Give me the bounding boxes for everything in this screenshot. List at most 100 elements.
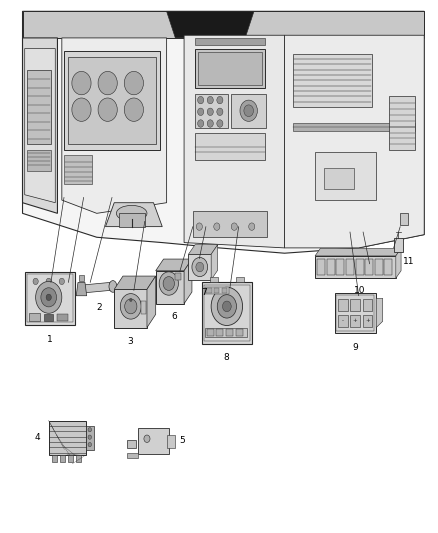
Bar xyxy=(25,272,75,325)
Circle shape xyxy=(130,298,132,302)
Bar xyxy=(60,455,65,462)
Bar xyxy=(198,52,262,85)
Text: -: - xyxy=(342,318,344,323)
Circle shape xyxy=(244,105,254,117)
Bar xyxy=(205,287,229,294)
Polygon shape xyxy=(25,49,55,203)
Circle shape xyxy=(120,294,141,319)
Bar xyxy=(216,329,223,336)
Bar xyxy=(138,428,169,454)
Bar xyxy=(205,328,247,337)
Bar xyxy=(64,155,92,184)
Circle shape xyxy=(144,435,150,442)
Circle shape xyxy=(196,262,204,272)
Text: 1: 1 xyxy=(47,335,53,344)
Circle shape xyxy=(46,294,51,301)
Circle shape xyxy=(198,96,204,104)
Circle shape xyxy=(159,272,178,295)
Text: 10: 10 xyxy=(354,286,366,295)
Bar xyxy=(68,455,73,462)
Circle shape xyxy=(33,278,38,285)
Bar xyxy=(350,299,360,311)
Bar xyxy=(127,453,138,458)
Circle shape xyxy=(217,295,237,318)
Bar xyxy=(68,56,155,144)
Circle shape xyxy=(223,301,231,312)
Bar xyxy=(327,259,335,275)
Text: +: + xyxy=(353,318,357,323)
Circle shape xyxy=(192,257,208,277)
Bar xyxy=(114,289,147,328)
Circle shape xyxy=(41,288,57,307)
Circle shape xyxy=(72,71,91,95)
Bar xyxy=(195,49,265,88)
Polygon shape xyxy=(106,203,162,227)
Bar xyxy=(195,94,228,128)
Bar xyxy=(400,213,408,225)
Circle shape xyxy=(88,427,92,432)
Circle shape xyxy=(196,223,202,230)
Bar xyxy=(365,259,373,275)
Text: 11: 11 xyxy=(403,257,414,266)
Polygon shape xyxy=(62,38,166,213)
Polygon shape xyxy=(155,259,192,271)
Bar xyxy=(141,301,146,314)
Circle shape xyxy=(72,98,91,122)
Bar xyxy=(27,70,51,144)
Polygon shape xyxy=(127,440,136,448)
Circle shape xyxy=(207,96,213,104)
Bar xyxy=(195,133,265,160)
Bar xyxy=(375,259,383,275)
Bar xyxy=(231,94,266,128)
Circle shape xyxy=(98,98,117,122)
Bar xyxy=(363,315,372,327)
Polygon shape xyxy=(211,245,218,280)
Circle shape xyxy=(124,98,144,122)
Bar xyxy=(57,314,68,321)
Bar xyxy=(394,238,403,252)
Bar xyxy=(27,274,73,322)
Circle shape xyxy=(125,299,137,314)
Bar xyxy=(336,295,374,331)
Text: +: + xyxy=(365,318,370,323)
Bar xyxy=(193,211,267,237)
Text: 2: 2 xyxy=(96,303,102,312)
Text: 3: 3 xyxy=(128,337,134,346)
Circle shape xyxy=(163,277,174,290)
Bar xyxy=(64,51,160,150)
Bar xyxy=(335,293,376,333)
Bar xyxy=(201,282,252,344)
Circle shape xyxy=(198,108,204,116)
Polygon shape xyxy=(147,276,155,328)
Polygon shape xyxy=(285,35,424,248)
Text: 7: 7 xyxy=(201,288,207,297)
Circle shape xyxy=(217,120,223,127)
Bar xyxy=(338,315,348,327)
Circle shape xyxy=(88,435,92,439)
Bar xyxy=(76,455,81,462)
Bar xyxy=(195,38,265,45)
Circle shape xyxy=(240,100,258,122)
Bar xyxy=(317,259,325,275)
Bar xyxy=(86,426,94,450)
Text: 5: 5 xyxy=(180,437,185,446)
Bar xyxy=(175,273,181,280)
Polygon shape xyxy=(81,282,110,293)
Circle shape xyxy=(98,71,117,95)
Bar xyxy=(204,285,250,341)
Bar xyxy=(188,254,211,280)
Circle shape xyxy=(88,442,92,447)
Circle shape xyxy=(198,120,204,127)
Bar xyxy=(356,259,364,275)
Text: 6: 6 xyxy=(171,312,177,321)
Bar xyxy=(236,329,243,336)
Circle shape xyxy=(217,96,223,104)
Bar xyxy=(350,315,360,327)
Circle shape xyxy=(35,281,62,313)
Bar xyxy=(237,277,244,282)
Polygon shape xyxy=(188,245,218,254)
Ellipse shape xyxy=(109,280,117,292)
Ellipse shape xyxy=(117,205,147,221)
Bar xyxy=(155,271,184,304)
Bar xyxy=(293,54,372,107)
